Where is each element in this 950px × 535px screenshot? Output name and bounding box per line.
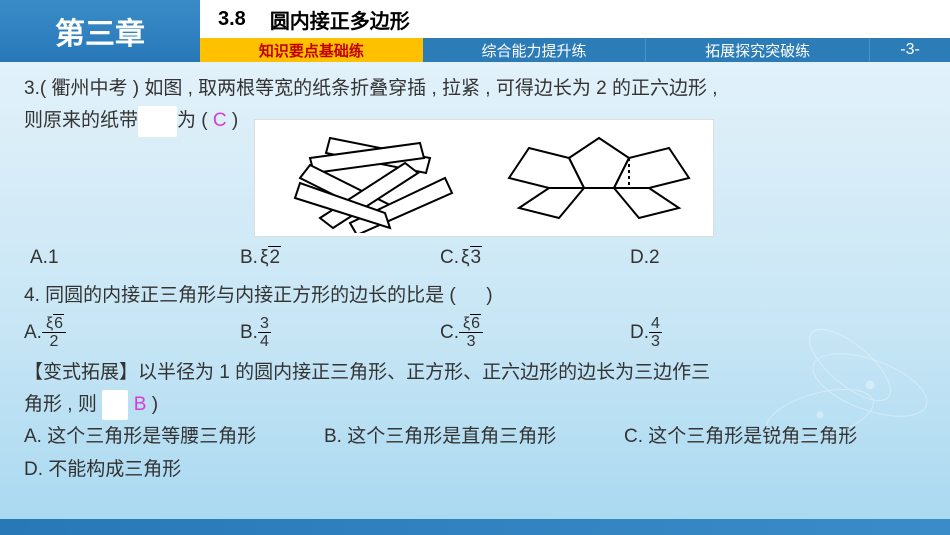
hexagon-weave-icon bbox=[270, 123, 470, 233]
q3-line2b: 为 ( bbox=[177, 110, 213, 131]
q3-close: ) bbox=[227, 110, 239, 131]
q3-line2a: 则原来的纸带 bbox=[24, 110, 138, 131]
ext-hidden: ( bbox=[102, 390, 128, 420]
q3-options: A.1 B.ξ2 C.ξ3 D.2 bbox=[24, 243, 926, 273]
ext-opt-b: B. 这个三角形是直角三角形 bbox=[324, 422, 624, 452]
section-title: 圆内接正多边形 bbox=[270, 5, 410, 34]
chapter-title: 第三章 bbox=[0, 0, 200, 62]
ext-line2: 角形 , 则 ( B ) bbox=[24, 390, 926, 420]
page-number: -3- bbox=[870, 38, 950, 62]
ext-opt-c: C. 这个三角形是锐角三角形 bbox=[624, 422, 924, 452]
q3-line1: 3.( 衢州中考 ) 如图 , 取两根等宽的纸条折叠穿插 , 拉紧 , 可得边长… bbox=[24, 74, 926, 104]
section-title-bar: 3.8 圆内接正多边形 bbox=[200, 0, 950, 38]
q3-answer: C bbox=[213, 110, 227, 131]
tab-comprehensive[interactable]: 综合能力提升练 bbox=[423, 38, 647, 62]
header: 第三章 3.8 圆内接正多边形 知识要点基础练 综合能力提升练 拓展探究突破练 … bbox=[0, 0, 950, 62]
ext-answer: B bbox=[134, 394, 147, 415]
tab-basic[interactable]: 知识要点基础练 bbox=[200, 38, 423, 62]
ext-line1: 【变式拓展】以半径为 1 的圆内接正三角形、正方形、正六边形的边长为三边作三 bbox=[24, 358, 926, 388]
ext-options: A. 这个三角形是等腰三角形 B. 这个三角形是直角三角形 C. 这个三角形是锐… bbox=[24, 422, 926, 487]
q3-figure bbox=[254, 119, 714, 237]
q3-opt-a: A.1 bbox=[30, 243, 240, 273]
q3-hidden: 宽 bbox=[138, 106, 177, 136]
practice-tabs: 知识要点基础练 综合能力提升练 拓展探究突破练 -3- bbox=[200, 38, 950, 62]
q4-opt-c: C.ξ63 bbox=[440, 316, 630, 350]
q4-opt-a: A.ξ62 bbox=[24, 316, 240, 350]
q4-opt-d: D.43 bbox=[630, 316, 662, 350]
tab-extension[interactable]: 拓展探究突破练 bbox=[646, 38, 870, 62]
ext-opt-a: A. 这个三角形是等腰三角形 bbox=[24, 422, 324, 452]
q4-options: A.ξ62 B.34 C.ξ63 D.43 bbox=[24, 316, 926, 350]
section-number: 3.8 bbox=[218, 8, 246, 31]
q3-opt-b: B.ξ2 bbox=[240, 243, 440, 273]
q4-text: 4. 同圆的内接正三角形与内接正方形的边长的比是 ( ) bbox=[24, 281, 926, 311]
ext-opt-d: D. 不能构成三角形 bbox=[24, 455, 324, 485]
footer-bar bbox=[0, 519, 950, 535]
q3-opt-d: D.2 bbox=[630, 243, 660, 273]
header-right: 3.8 圆内接正多边形 知识要点基础练 综合能力提升练 拓展探究突破练 -3- bbox=[200, 0, 950, 62]
q4-opt-b: B.34 bbox=[240, 316, 440, 350]
content-body: 3.( 衢州中考 ) 如图 , 取两根等宽的纸条折叠穿插 , 拉紧 , 可得边长… bbox=[0, 62, 950, 487]
hexagon-fold-icon bbox=[499, 123, 699, 233]
q3-opt-c: C.ξ3 bbox=[440, 243, 630, 273]
